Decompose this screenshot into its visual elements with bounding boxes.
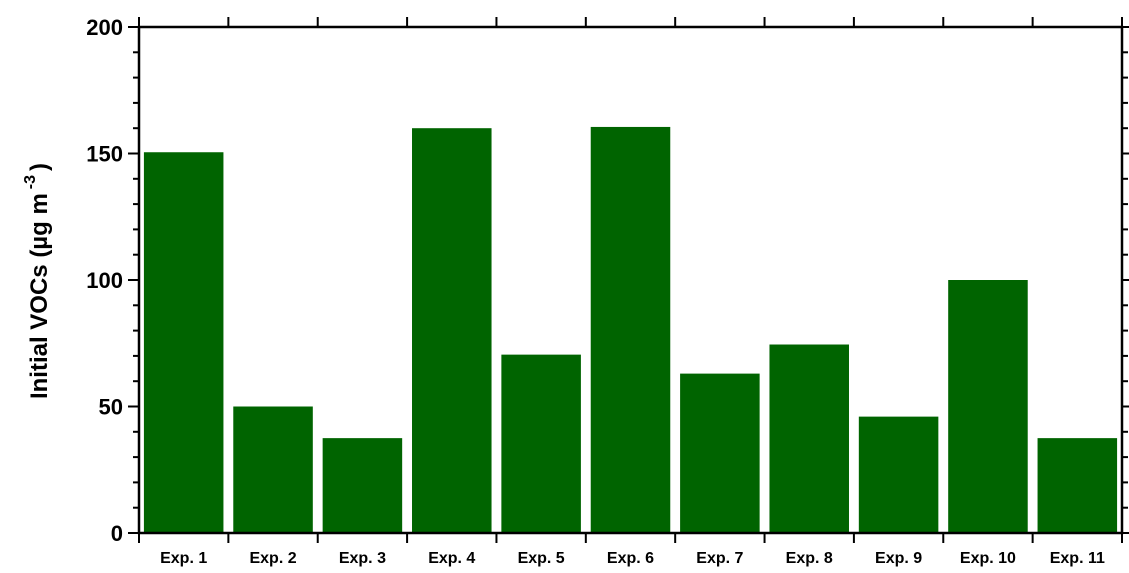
- y-axis-title-superscript: -3: [22, 175, 39, 189]
- tick-labels-group: 0 50 100 150 200 Exp. 1 Exp. 2 Exp. 3 Exp. 4 Exp.…: [86, 15, 1105, 567]
- x-tick-label: Exp. 4: [428, 550, 475, 567]
- y-axis-title-close: ): [26, 163, 53, 171]
- y-tick-label: 50: [99, 395, 123, 420]
- bar-3: [322, 438, 403, 534]
- y-tick-label: 200: [86, 15, 123, 40]
- bar-2: [233, 406, 313, 533]
- y-tick-label: 0: [111, 521, 123, 546]
- x-tick-label: Exp. 11: [1050, 550, 1105, 567]
- bar-8: [769, 344, 849, 533]
- bar-6: [590, 126, 671, 533]
- bar-10: [948, 280, 1028, 533]
- bar-4: [412, 128, 492, 533]
- x-tick-label: Exp. 7: [696, 550, 743, 567]
- x-tick-label: Exp. 3: [339, 550, 386, 567]
- x-tick-label: Exp. 10: [960, 550, 1016, 567]
- ticks-group: [128, 17, 1129, 543]
- bar-9: [858, 416, 939, 533]
- y-tick-label: 150: [86, 142, 123, 167]
- x-tick-label: Exp. 1: [160, 550, 207, 567]
- x-tick-label: Exp. 2: [249, 550, 296, 567]
- x-tick-label: Exp. 9: [875, 550, 922, 567]
- bar-5: [501, 354, 581, 533]
- y-axis-title-main: Initial VOCs (µg m: [26, 193, 53, 399]
- x-tick-label: Exp. 5: [518, 550, 565, 567]
- x-tick-label: Exp. 6: [607, 550, 654, 567]
- y-axis-title: Initial VOCs (µg m -3): [22, 163, 53, 399]
- bar-11: [1037, 438, 1118, 534]
- x-tick-label: Exp. 8: [786, 550, 833, 567]
- bars-group: [143, 126, 1118, 534]
- bar-1: [143, 152, 224, 534]
- bar-7: [680, 373, 760, 533]
- y-tick-label: 100: [86, 268, 123, 293]
